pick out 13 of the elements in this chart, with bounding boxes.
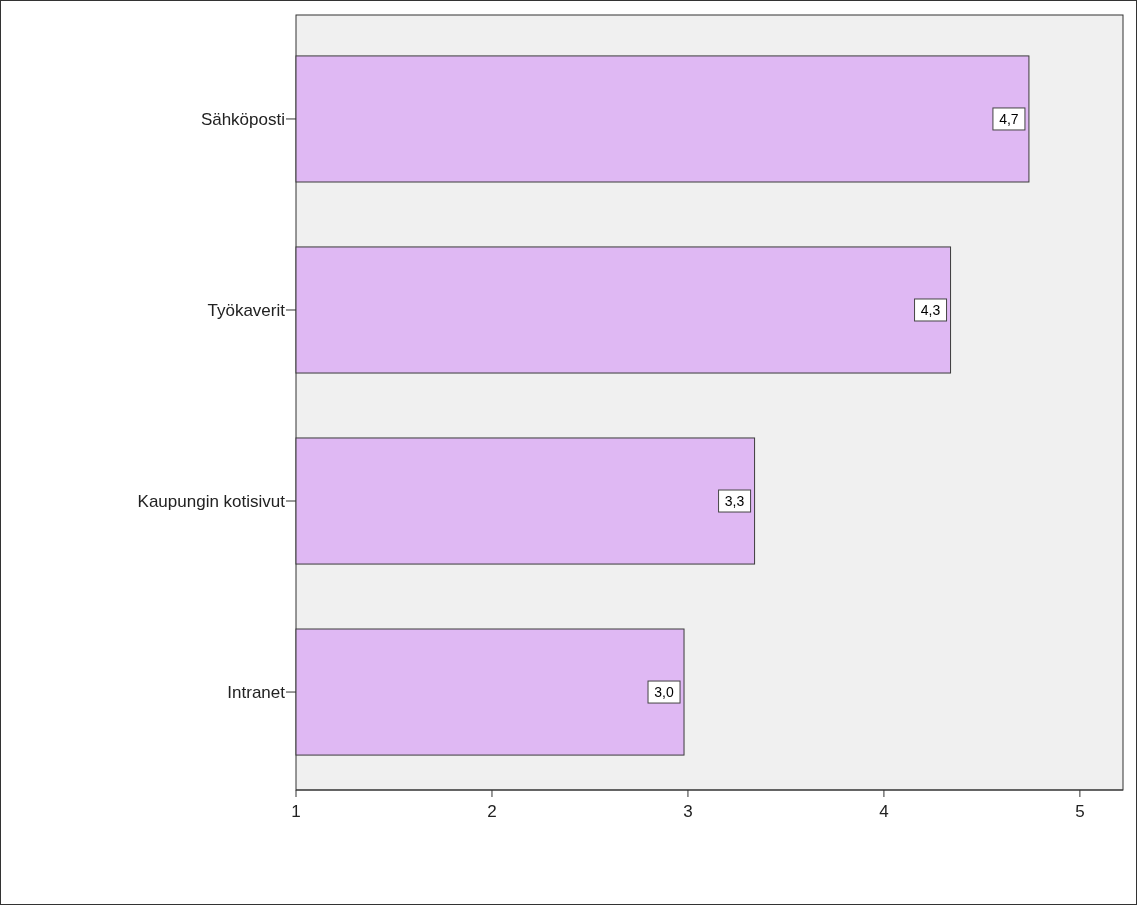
y-tick-label: Intranet — [227, 683, 286, 703]
x-tick-label: 3 — [683, 802, 693, 821]
data-label: 4,3 — [920, 301, 941, 318]
data-label: 3,0 — [654, 684, 674, 701]
x-tick-label: 5 — [1075, 802, 1085, 821]
data-label: 3,3 — [724, 493, 745, 510]
x-tick-label: 4 — [879, 802, 889, 821]
x-tick-label: 2 — [487, 802, 497, 821]
data-label: 4,7 — [999, 110, 1019, 127]
y-tick-label: Sähköposti — [200, 109, 285, 129]
x-tick-label: 1 — [291, 802, 301, 821]
y-tick-label: Työkaverit — [207, 300, 286, 320]
y-tick-label: Kaupungin kotisivut — [137, 492, 286, 512]
